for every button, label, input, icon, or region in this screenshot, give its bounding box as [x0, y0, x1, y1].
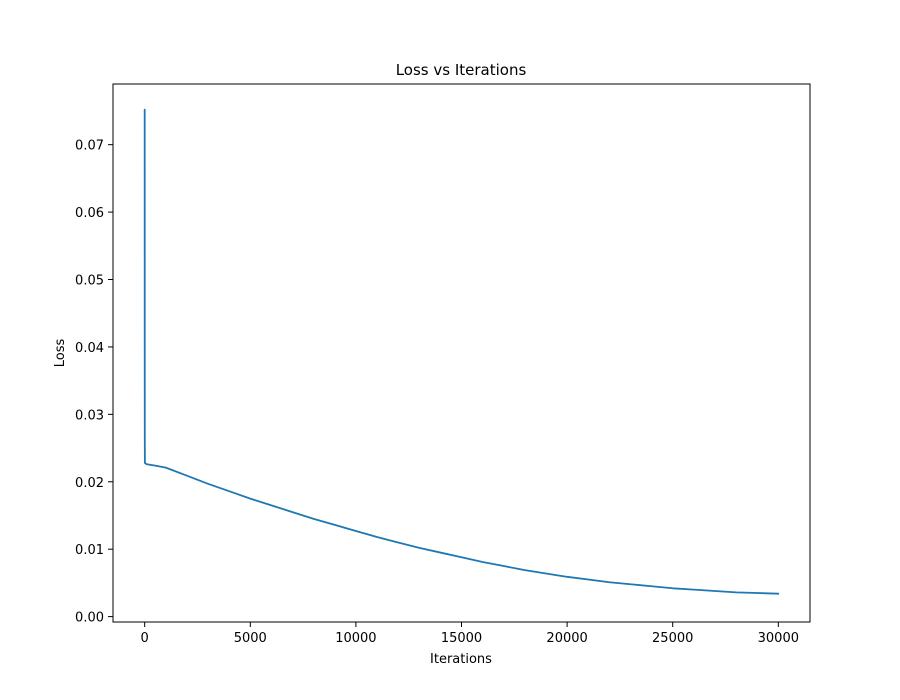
y-tick-label: 0.06 [75, 206, 104, 221]
x-axis-ticks: 0 5000 10000 15000 20000 25000 30000 [141, 622, 799, 646]
chart-title: Loss vs Iterations [396, 61, 527, 79]
x-tick-label: 30000 [758, 631, 799, 646]
y-tick-label: 0.07 [75, 139, 104, 154]
x-tick-label: 10000 [335, 631, 376, 646]
y-tick-label: 0.04 [75, 341, 104, 356]
x-tick-label: 15000 [441, 631, 482, 646]
y-tick-label: 0.03 [75, 408, 104, 423]
series-layer [143, 108, 780, 595]
x-tick-label: 0 [141, 631, 149, 646]
y-tick-label: 0.00 [75, 611, 104, 626]
x-tick-label: 25000 [652, 631, 693, 646]
loss-series-line [143, 108, 780, 595]
plot-frame [112, 83, 811, 623]
x-tick-label: 20000 [546, 631, 587, 646]
y-tick-label: 0.02 [75, 476, 104, 491]
x-axis-label: Iterations [430, 652, 492, 667]
y-axis-ticks: 0.00 0.01 0.02 0.03 0.04 0.05 0.06 0.07 [75, 139, 113, 626]
plot-area [112, 83, 811, 623]
y-tick-label: 0.01 [75, 543, 104, 558]
y-axis-label: Loss [53, 339, 68, 368]
x-tick-label: 5000 [234, 631, 267, 646]
y-tick-label: 0.05 [75, 274, 104, 289]
